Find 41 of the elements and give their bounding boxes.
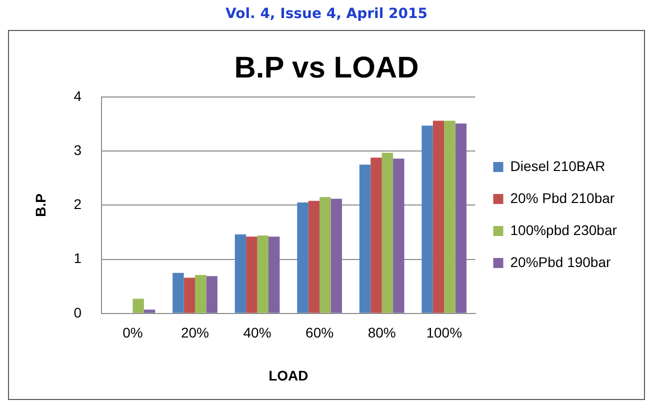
bar	[330, 198, 342, 313]
legend-label: 100%pbd 230bar	[510, 222, 618, 238]
text: Vol. 4, Issue 4, April 2015	[224, 5, 428, 24]
bar	[257, 235, 268, 313]
bar	[132, 298, 144, 313]
bar	[246, 236, 258, 313]
y-axis-title: B.P	[32, 194, 48, 217]
x-tick-label: 40%	[243, 324, 272, 341]
bar	[359, 164, 371, 313]
chart-title: B.P vs LOAD	[234, 51, 419, 84]
y-tick-label: 4	[74, 88, 82, 104]
bar	[370, 158, 382, 313]
bar	[297, 202, 308, 313]
bar	[432, 120, 444, 313]
x-tick-label: 100%	[426, 324, 462, 341]
bar	[206, 276, 218, 313]
bar	[444, 120, 456, 313]
bar	[455, 124, 467, 313]
y-tick-label: 2	[74, 196, 82, 212]
x-tick-label: 20%	[180, 324, 210, 341]
legend-label: 20% Pbd 210bar	[510, 190, 615, 206]
bar	[393, 158, 404, 313]
bar	[268, 236, 280, 313]
bar	[422, 126, 433, 313]
y-tick-label: 0	[74, 304, 82, 320]
x-tick-label: 60%	[306, 324, 334, 341]
y-tick-label: 1	[74, 250, 82, 266]
bar	[234, 234, 246, 313]
legend-label: 20%Pbd 190bar	[510, 254, 611, 270]
bar	[382, 152, 394, 313]
bar	[184, 278, 195, 313]
x-tick-label: 80%	[368, 324, 396, 341]
bar	[320, 197, 331, 313]
bar	[172, 272, 184, 313]
bar	[195, 274, 206, 313]
x-axis-title: LOAD	[268, 367, 308, 384]
bar	[144, 310, 156, 313]
bar	[308, 200, 320, 313]
y-tick-label: 3	[74, 142, 82, 158]
x-tick-label: 0%	[122, 324, 143, 341]
legend-label: Diesel 210BAR	[510, 158, 606, 174]
